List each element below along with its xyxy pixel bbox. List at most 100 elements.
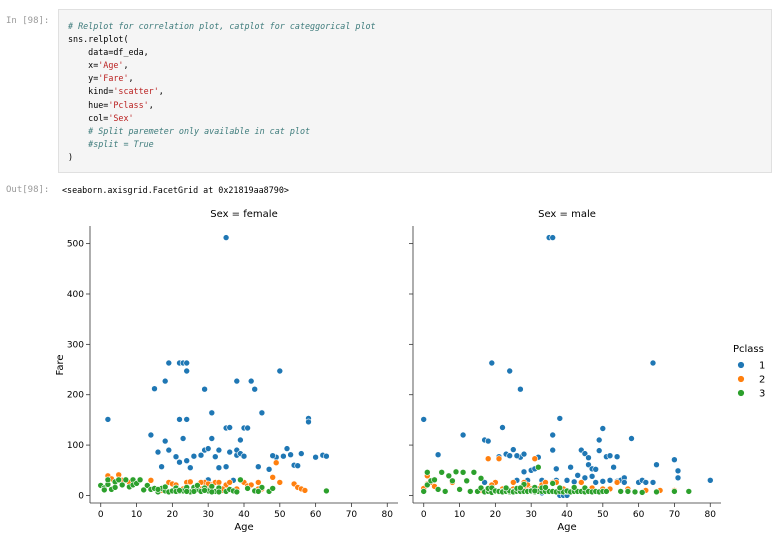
- data-point-pclass-2: [187, 478, 194, 486]
- data-point-pclass-3: [463, 477, 471, 485]
- data-point-pclass-3: [445, 472, 453, 480]
- code-cell-input[interactable]: # Relplot for correlation plot, catplot …: [58, 9, 772, 173]
- y-tick-label: 200: [67, 391, 84, 401]
- data-point-pclass-1: [513, 452, 521, 460]
- code-string: 'Age': [98, 60, 124, 71]
- data-point-pclass-1: [671, 456, 678, 464]
- data-point-pclass-1: [585, 461, 592, 469]
- data-point-pclass-2: [276, 479, 284, 486]
- data-point-pclass-1: [620, 479, 628, 486]
- x-tick-label: 70: [669, 510, 681, 520]
- data-point-pclass-3: [459, 468, 467, 476]
- data-point-pclass-3: [208, 488, 216, 496]
- input-prompt: In [98]:: [6, 16, 50, 26]
- data-point-pclass-3: [531, 487, 539, 495]
- x-tick-label: 60: [310, 510, 322, 520]
- code-line: hue='Pclass',: [68, 100, 154, 110]
- code-string: 'scatter': [113, 86, 159, 97]
- data-point-pclass-1: [280, 452, 287, 460]
- data-point-pclass-1: [592, 479, 600, 486]
- data-point-pclass-2: [531, 455, 539, 463]
- legend-label: 2: [759, 375, 765, 386]
- data-point-pclass-1: [610, 463, 617, 471]
- data-point-pclass-1: [161, 437, 169, 445]
- x-tick-label: 50: [274, 510, 286, 520]
- x-tick-label: 0: [98, 510, 104, 520]
- data-point-pclass-1: [283, 445, 291, 452]
- data-point-pclass-1: [165, 446, 173, 454]
- code-token: y=: [68, 73, 99, 84]
- data-point-pclass-1: [244, 424, 251, 432]
- data-point-pclass-1: [484, 437, 492, 445]
- facet-title: Sex = female: [210, 209, 277, 220]
- data-point-pclass-1: [183, 416, 190, 423]
- legend-label: 1: [759, 361, 765, 372]
- code-line: ): [68, 152, 73, 162]
- data-point-pclass-1: [549, 431, 557, 439]
- data-point-pclass-3: [104, 476, 112, 484]
- data-point-pclass-1: [269, 452, 277, 460]
- data-point-pclass-1: [151, 385, 158, 393]
- data-point-pclass-1: [187, 464, 194, 472]
- data-point-pclass-3: [431, 476, 438, 484]
- data-point-pclass-1: [552, 465, 560, 473]
- data-point-pclass-1: [556, 415, 564, 422]
- data-point-pclass-3: [638, 489, 646, 496]
- data-point-pclass-1: [606, 476, 614, 484]
- data-point-pclass-1: [509, 446, 517, 453]
- data-point-pclass-1: [674, 467, 682, 475]
- data-point-pclass-3: [118, 481, 126, 489]
- data-point-pclass-3: [434, 486, 442, 493]
- data-point-pclass-1: [517, 385, 524, 393]
- data-point-pclass-3: [254, 488, 262, 495]
- data-point-pclass-1: [190, 452, 198, 460]
- data-point-pclass-1: [294, 462, 302, 470]
- x-axis-label: Age: [234, 522, 253, 533]
- legend-label: 3: [759, 389, 765, 400]
- legend-marker-pclass-1: [737, 361, 745, 369]
- data-point-pclass-3: [190, 488, 198, 495]
- code-editor[interactable]: # Relplot for correlation plot, catplot …: [68, 20, 771, 164]
- data-point-pclass-1: [588, 472, 596, 480]
- code-comment: # Relplot for correlation plot, catplot …: [68, 21, 376, 31]
- data-point-pclass-1: [226, 448, 233, 456]
- data-point-pclass-3: [631, 488, 639, 496]
- data-point-pclass-1: [520, 450, 528, 458]
- data-point-pclass-1: [297, 450, 305, 457]
- data-point-pclass-3: [423, 481, 431, 489]
- data-point-pclass-3: [534, 463, 542, 471]
- data-point-pclass-3: [111, 484, 119, 491]
- data-point-pclass-1: [653, 461, 660, 469]
- code-line: # Split paremeter only available in cat …: [68, 126, 310, 136]
- data-point-pclass-1: [488, 359, 496, 367]
- data-point-pclass-1: [613, 453, 621, 461]
- data-point-pclass-1: [176, 416, 183, 423]
- code-token: ,: [123, 60, 129, 71]
- data-point-pclass-1: [287, 451, 294, 459]
- code-token: kind=: [68, 86, 114, 97]
- data-point-pclass-1: [599, 477, 607, 485]
- data-point-pclass-1: [183, 367, 190, 375]
- data-point-pclass-1: [459, 431, 467, 439]
- data-point-pclass-1: [165, 359, 173, 367]
- data-point-pclass-1: [215, 446, 223, 454]
- data-point-pclass-1: [506, 452, 514, 460]
- data-point-pclass-3: [194, 482, 201, 489]
- data-point-pclass-3: [617, 488, 625, 495]
- code-comment: #split = True: [68, 138, 154, 149]
- data-point-pclass-1: [147, 431, 155, 439]
- code-line: kind='scatter',: [68, 86, 164, 96]
- data-point-pclass-1: [674, 474, 682, 482]
- data-point-pclass-1: [420, 416, 428, 423]
- data-point-pclass-2: [613, 479, 621, 486]
- output-prompt: Out[98]:: [6, 185, 50, 195]
- code-token: ,: [148, 99, 154, 110]
- data-point-pclass-1: [183, 359, 190, 367]
- data-point-pclass-1: [183, 457, 190, 465]
- data-point-pclass-1: [197, 451, 205, 459]
- data-point-pclass-1: [592, 465, 600, 473]
- data-point-pclass-2: [301, 487, 309, 494]
- code-token: ,: [158, 86, 164, 97]
- data-point-pclass-1: [240, 452, 248, 460]
- data-point-pclass-1: [434, 451, 442, 459]
